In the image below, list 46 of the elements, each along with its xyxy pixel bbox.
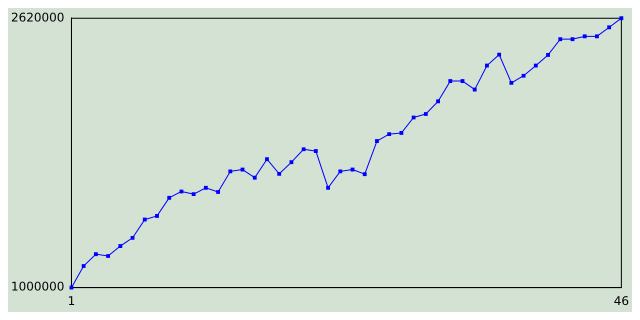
point [619, 16, 624, 20]
point [595, 34, 599, 38]
point [106, 254, 110, 258]
point [82, 264, 86, 268]
point [497, 52, 502, 57]
point [265, 157, 269, 162]
point [228, 169, 232, 174]
point [387, 132, 392, 136]
x-tick-label: 46 [614, 294, 630, 308]
point [460, 79, 464, 83]
point [240, 168, 244, 172]
point [338, 169, 342, 174]
point [204, 186, 208, 190]
point [424, 112, 428, 116]
point [314, 149, 318, 153]
x-tick-label: 1 [68, 294, 76, 308]
y-tick-label: 1000000 [10, 280, 64, 294]
point [570, 37, 574, 42]
point [155, 214, 159, 218]
point [180, 190, 184, 194]
point [472, 88, 477, 92]
point [522, 74, 526, 78]
point [558, 37, 562, 42]
y-tick-label: 2620000 [10, 10, 64, 24]
point [216, 190, 220, 194]
point [485, 64, 489, 68]
point [534, 64, 538, 68]
point [142, 218, 147, 222]
point [192, 192, 196, 196]
point [448, 79, 452, 83]
point [399, 131, 404, 135]
point [509, 80, 514, 85]
point [375, 139, 379, 144]
point [436, 99, 440, 104]
point [70, 286, 74, 290]
point [277, 172, 282, 176]
point [302, 147, 306, 152]
point [290, 160, 294, 164]
point [607, 25, 612, 30]
point [326, 186, 330, 190]
point [118, 244, 122, 248]
point [546, 53, 550, 57]
point [130, 236, 134, 240]
point [350, 168, 354, 172]
point [412, 116, 416, 120]
point [94, 252, 98, 256]
